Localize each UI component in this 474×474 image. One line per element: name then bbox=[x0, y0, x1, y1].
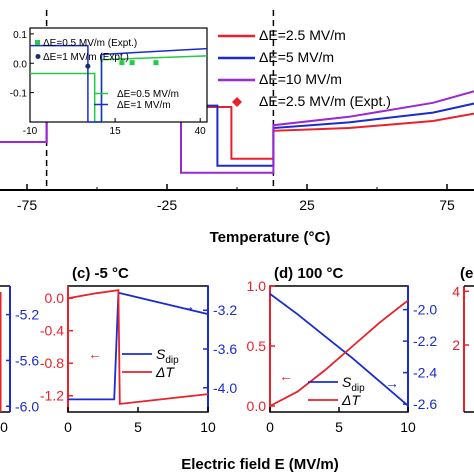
inset-legend-entry: ΔE=1 MV/m (Expt.) bbox=[43, 52, 129, 63]
x-tick-label: 0 bbox=[0, 419, 8, 435]
left-y-tick-label: 0.0 bbox=[45, 290, 65, 306]
inset-legend-entry: ΔE=1 MV/m bbox=[117, 100, 171, 111]
legend-subscript: dip bbox=[351, 383, 365, 394]
inset-circle-marker bbox=[85, 63, 91, 69]
temperature-axis-label: Temperature (°C) bbox=[210, 229, 331, 246]
panel-label: (c) -5 °C bbox=[72, 265, 129, 282]
legend-entry: ΔE=2.5 MV/m bbox=[259, 27, 346, 43]
temperature-panel: -75 -25 25 75 ΔE=2.5 MV/m ΔE=5 MV/m ΔE=10 MV/m… bbox=[0, 10, 474, 213]
inset-square-marker bbox=[153, 60, 159, 66]
left-axis-arrow: ← bbox=[279, 368, 293, 384]
right-axis-arrow: → bbox=[385, 375, 399, 391]
legend-entry-dt: ΔT bbox=[341, 392, 361, 408]
x-tick-label: 0 bbox=[64, 419, 72, 435]
panel-label: (d) 100 °C bbox=[274, 265, 344, 282]
inset-frame bbox=[29, 27, 208, 123]
right-y-tick-label: -2.0 bbox=[413, 302, 437, 318]
inset-x-tick-label: 15 bbox=[110, 126, 122, 137]
inset-series-line bbox=[30, 44, 208, 123]
series-line bbox=[269, 299, 409, 407]
inset-x-tick-label: 40 bbox=[195, 126, 207, 137]
x-tick-label: 75 bbox=[439, 197, 455, 213]
inset-legend-marker bbox=[35, 40, 40, 45]
inset-legend-entry: ΔE=0.5 MV/m bbox=[117, 89, 179, 100]
series-line bbox=[67, 289, 209, 405]
left-y-tick-label: 1.0 bbox=[247, 278, 267, 294]
right-y-tick-label: -4.0 bbox=[213, 380, 237, 396]
inset-chart: 0.1 0.0 -0.1 -10 15 40 ΔE=0.5 MV/m (Expt.) ΔE=1… bbox=[10, 27, 208, 137]
legend-entry: ΔE=5 MV/m bbox=[259, 49, 334, 65]
legend-entry-sdip: Sdip bbox=[156, 346, 179, 366]
panel-b-partial: -5.2 -5.6 -6.0 0 bbox=[0, 285, 39, 435]
left-y-tick-label: -1.2 bbox=[40, 388, 64, 404]
right-y-tick-label: -5.6 bbox=[15, 352, 39, 368]
legend-entry: ΔE=2.5 MV/m (Expt.) bbox=[259, 93, 391, 109]
legend-marker bbox=[232, 97, 242, 107]
right-y-tick-label: -2.6 bbox=[413, 396, 437, 412]
series-line bbox=[68, 291, 209, 401]
inset-y-tick-label: -0.1 bbox=[10, 89, 28, 100]
right-y-tick-label: -2.4 bbox=[413, 365, 437, 381]
right-y-tick-label: -3.6 bbox=[213, 341, 237, 357]
right-y-tick-label: -2.2 bbox=[413, 333, 437, 349]
left-y-tick-label: 4 bbox=[452, 283, 460, 299]
left-y-tick-label: -0.8 bbox=[40, 355, 64, 371]
electric-field-axis-label: Electric field E (MV/m) bbox=[181, 456, 339, 473]
panel-d: 0 5 10 1.0 0.5 0.0 -2.0 -2.2 -2.4 -2.6 (d) 100 °C ←… bbox=[247, 265, 438, 435]
inset-x-tick-label: -10 bbox=[23, 126, 38, 137]
right-axis-arrow: → bbox=[181, 298, 195, 314]
x-tick-label: 25 bbox=[299, 197, 315, 213]
left-y-tick-label: -0.4 bbox=[40, 323, 64, 339]
right-y-tick-label: -3.2 bbox=[213, 302, 237, 318]
x-tick-label: -25 bbox=[157, 197, 177, 213]
legend-entry-dt: ΔT bbox=[155, 364, 175, 380]
x-tick-label: -75 bbox=[17, 197, 37, 213]
legend-subscript: dip bbox=[165, 355, 179, 366]
x-tick-label: 5 bbox=[134, 419, 142, 435]
panel-e-partial: 4 2 (e bbox=[452, 265, 474, 413]
left-y-tick-label: 0.5 bbox=[247, 338, 267, 354]
x-tick-label: 10 bbox=[400, 419, 416, 435]
series-line bbox=[269, 293, 409, 407]
x-tick-label: 0 bbox=[266, 419, 274, 435]
left-axis-arrow: ← bbox=[88, 346, 102, 362]
right-y-tick-label: -5.2 bbox=[15, 307, 39, 323]
inset-y-tick-label: 0.0 bbox=[13, 59, 27, 70]
inset-square-marker bbox=[119, 60, 125, 66]
inset-square-marker bbox=[129, 60, 135, 66]
panel-c: 0 5 10 0.0 -0.4 -0.8 -1.2 -3.2 -3.6 -4.0 (c) -5 °C… bbox=[40, 265, 237, 435]
panel-frame bbox=[269, 285, 409, 413]
left-y-tick-label: 0.0 bbox=[247, 398, 267, 414]
inset-legend-marker bbox=[35, 54, 41, 59]
legend: ΔE=2.5 MV/m ΔE=5 MV/m ΔE=10 MV/m ΔE=2.5 MV/… bbox=[218, 27, 391, 109]
legend-entry-sdip: Sdip bbox=[342, 374, 365, 394]
x-tick-label: 5 bbox=[335, 419, 343, 435]
inset-y-tick-label: 0.1 bbox=[13, 30, 27, 41]
right-y-tick-label: -6.0 bbox=[15, 398, 39, 414]
legend-entry: ΔE=10 MV/m bbox=[259, 71, 342, 87]
left-y-tick-label: 2 bbox=[452, 337, 460, 353]
inset-legend-entry: ΔE=0.5 MV/m (Expt.) bbox=[43, 38, 137, 49]
x-tick-label: 10 bbox=[200, 419, 216, 435]
panel-label: (e bbox=[460, 265, 473, 282]
